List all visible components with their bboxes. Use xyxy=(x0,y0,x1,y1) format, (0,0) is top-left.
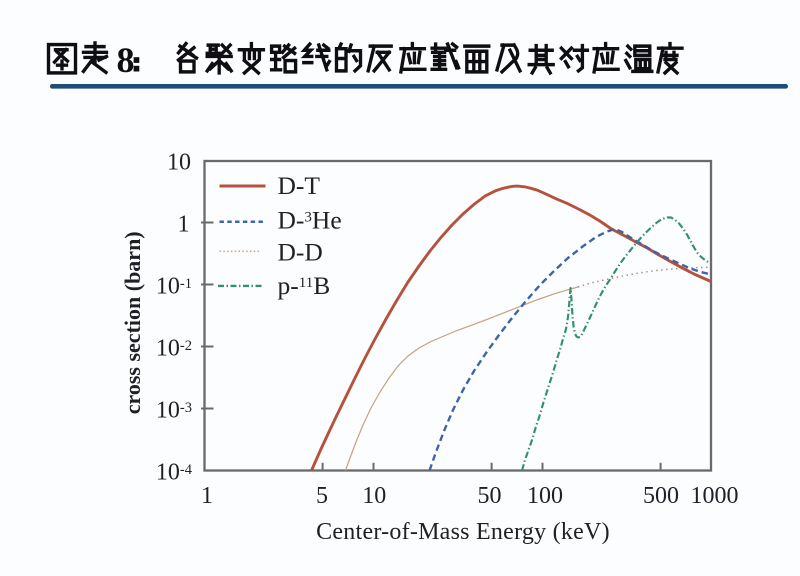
svg-text:500: 500 xyxy=(643,483,679,509)
svg-text:10: 10 xyxy=(167,150,191,176)
svg-text:Center-of-Mass Energy (keV): Center-of-Mass Energy (keV) xyxy=(316,519,610,545)
svg-text:1: 1 xyxy=(178,212,190,238)
svg-text:10-1: 10-1 xyxy=(156,274,192,300)
svg-text:5: 5 xyxy=(316,483,328,509)
svg-text:10-4: 10-4 xyxy=(156,460,193,486)
svg-text:100: 100 xyxy=(527,483,563,509)
svg-text:10-3: 10-3 xyxy=(156,398,192,424)
svg-text:D-D: D-D xyxy=(278,238,323,267)
svg-text:50: 50 xyxy=(478,483,502,509)
svg-text:10-2: 10-2 xyxy=(156,336,192,362)
svg-text:1: 1 xyxy=(201,483,213,509)
svg-text:1000: 1000 xyxy=(691,483,739,509)
svg-text:D-T: D-T xyxy=(278,171,321,200)
svg-text:p-11B: p-11B xyxy=(278,271,331,300)
svg-text:cross section (barn): cross section (barn) xyxy=(120,231,145,414)
svg-text:10: 10 xyxy=(362,483,386,509)
svg-text:D-3He: D-3He xyxy=(278,206,342,235)
svg-text:8: 8 xyxy=(117,40,135,80)
